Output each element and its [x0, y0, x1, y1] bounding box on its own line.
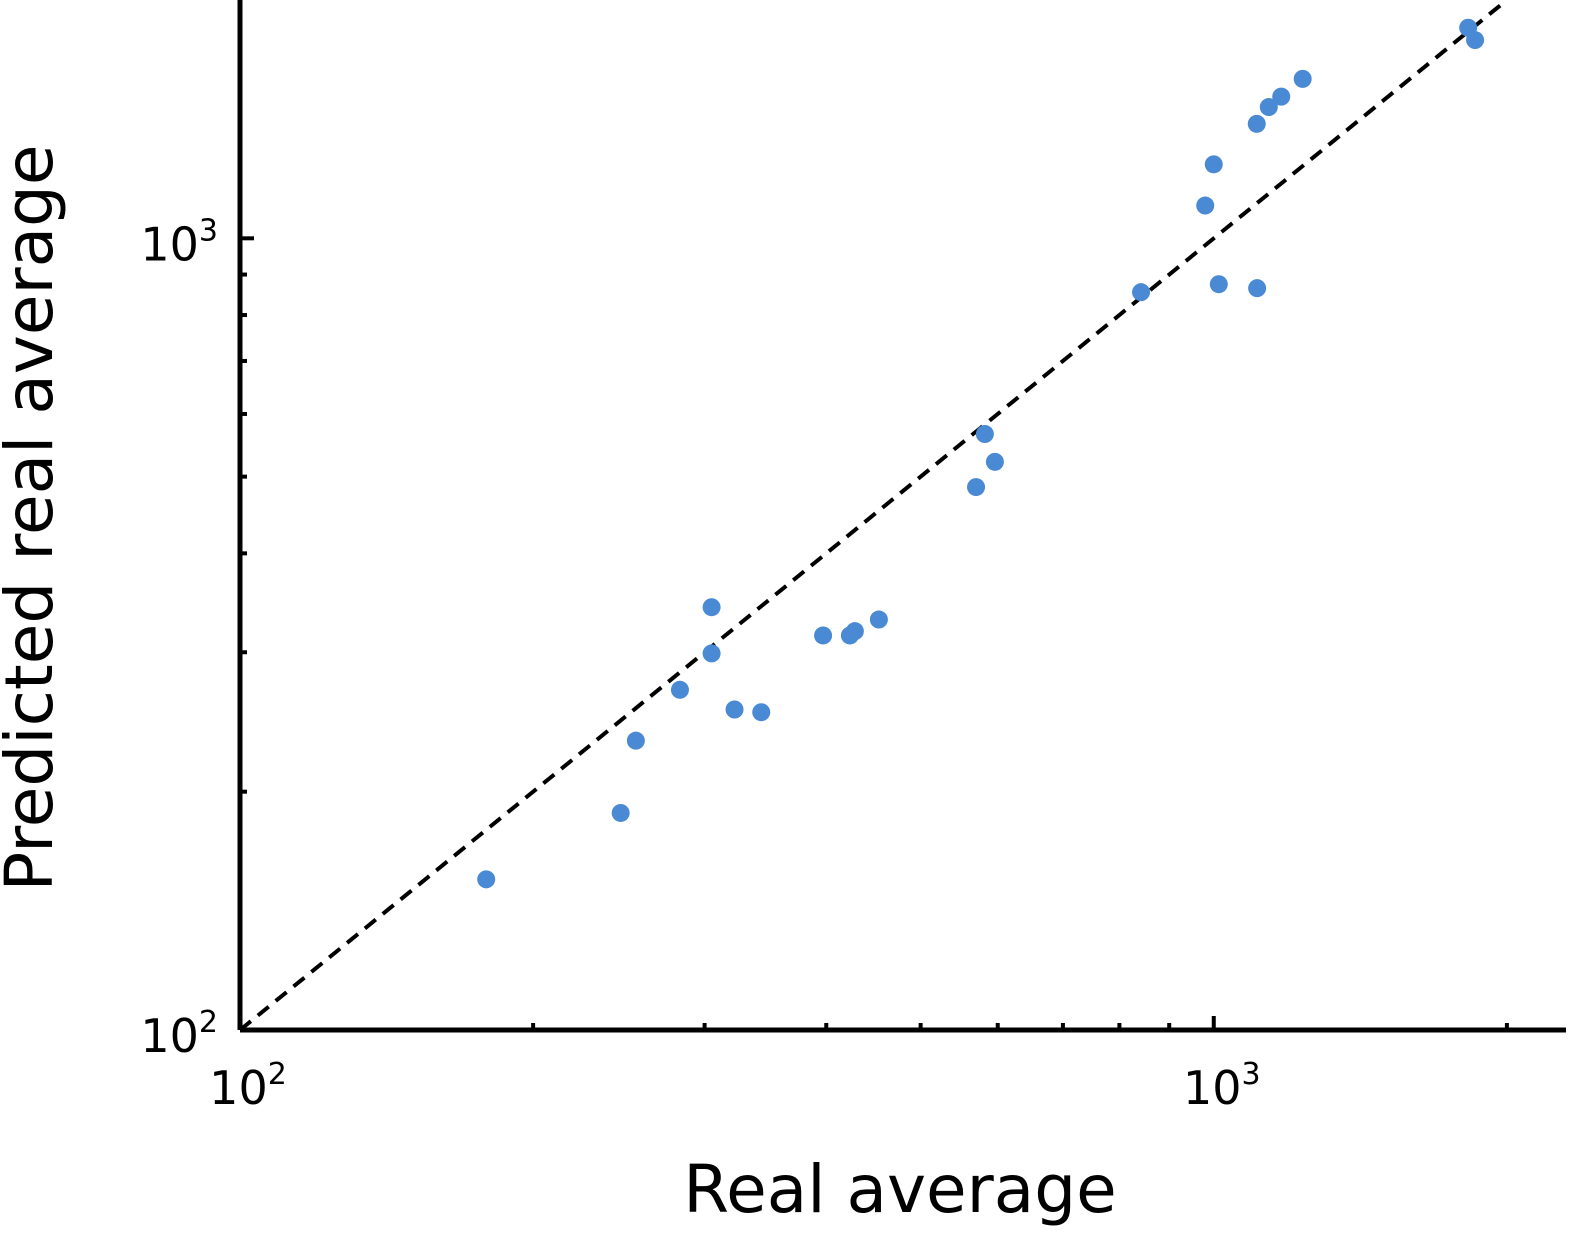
data-point	[702, 644, 721, 663]
data-point	[626, 731, 645, 750]
x-tick-label-0-base: 10	[209, 1061, 268, 1115]
data-point	[975, 425, 994, 444]
x-tick-label-1-exponent: 3	[1241, 1057, 1260, 1092]
data-point	[1204, 155, 1223, 174]
data-point	[1293, 69, 1312, 88]
data-point	[869, 610, 888, 629]
x-axis-label: Real average	[683, 1151, 1116, 1228]
data-point	[477, 870, 496, 889]
data-point	[845, 622, 864, 641]
data-point	[967, 478, 986, 497]
y-tick-label-0-exponent: 2	[199, 1005, 218, 1040]
data-point	[611, 803, 630, 822]
y-tick-label-1-base: 10	[140, 217, 199, 271]
x-tick-label-0-text: 102	[209, 1057, 287, 1115]
data-point	[1247, 114, 1266, 133]
x-tick-label-0: 102	[209, 1057, 287, 1115]
y-tick-label-0-text: 102	[140, 1005, 218, 1063]
data-point	[1132, 283, 1151, 302]
data-point	[1209, 275, 1228, 294]
y-tick-label-1-exponent: 3	[199, 213, 218, 248]
reference-layer	[238, 0, 1509, 1032]
data-point	[1466, 31, 1485, 50]
y-tick-label-1-text: 103	[140, 213, 218, 271]
x-tick-label-1-base: 10	[1183, 1061, 1242, 1115]
x-tick-label-0-exponent: 2	[268, 1057, 287, 1092]
data-point	[985, 452, 1004, 471]
data-point	[1248, 279, 1267, 298]
y-axis-label: Predicted real average	[0, 144, 68, 891]
data-point	[702, 598, 721, 617]
data-point	[670, 680, 689, 699]
data-point	[1259, 98, 1278, 117]
data-point	[1272, 87, 1291, 106]
y-tick-label-1: 103	[140, 213, 218, 271]
data-point	[752, 703, 771, 722]
data-point	[1196, 196, 1215, 215]
data-point	[725, 700, 744, 719]
x-tick-label-1-text: 103	[1183, 1057, 1261, 1115]
x-tick-label-1: 103	[1183, 1057, 1261, 1115]
identity-reference-line	[238, 0, 1509, 1032]
y-tick-label-0-base: 10	[140, 1009, 199, 1063]
data-point	[814, 626, 833, 645]
y-tick-label-0: 102	[140, 1005, 218, 1063]
points-layer	[477, 18, 1485, 889]
